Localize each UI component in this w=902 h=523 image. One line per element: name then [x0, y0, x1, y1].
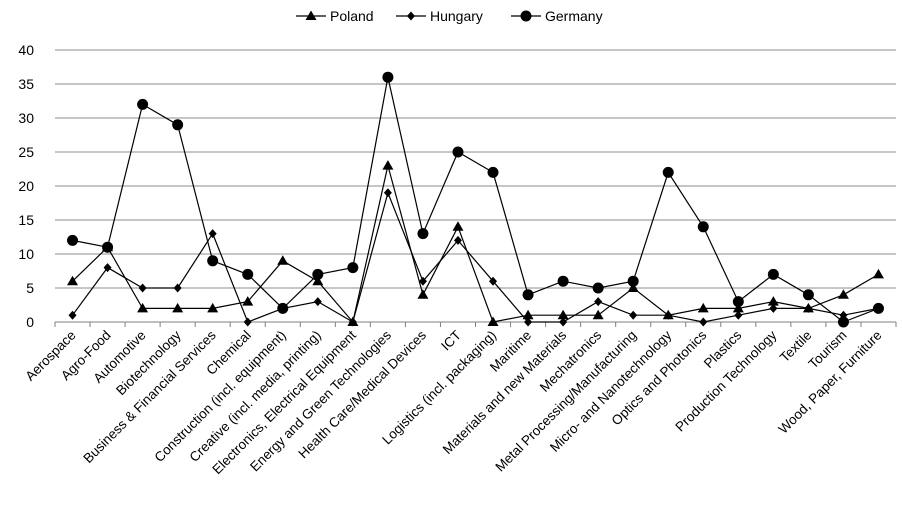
data-point-poland [592, 309, 604, 320]
y-tick-label: 35 [18, 76, 34, 92]
series-line-hungary [72, 190, 879, 323]
data-point-germany [487, 166, 499, 178]
data-point-germany [347, 262, 359, 274]
data-point-germany [697, 221, 709, 233]
x-axis: AerospaceAgro-FoodAutomotiveBiotechnolog… [22, 321, 897, 477]
legend-marker-germany [520, 10, 532, 22]
series-line-germany [72, 77, 879, 323]
y-tick-label: 40 [18, 42, 34, 58]
data-point-poland [522, 309, 534, 320]
data-point-poland [732, 302, 744, 313]
data-point-germany [767, 268, 779, 280]
data-point-hungary [103, 263, 112, 273]
data-point-hungary [594, 297, 603, 307]
data-point-poland [767, 296, 779, 306]
data-point-germany [277, 302, 289, 314]
data-point-poland [697, 302, 709, 313]
data-point-germany [207, 255, 219, 267]
data-point-germany [627, 275, 639, 287]
data-point-poland [207, 302, 219, 313]
data-point-hungary [559, 317, 568, 327]
data-point-germany [417, 228, 429, 240]
series-line-poland [72, 165, 879, 324]
data-point-germany [137, 98, 149, 110]
data-point-hungary [734, 310, 743, 320]
series-hungary [68, 188, 883, 327]
data-point-poland [67, 275, 79, 286]
data-point-poland [172, 302, 184, 313]
legend: Poland Hungary Germany [296, 8, 603, 24]
series-germany [67, 71, 884, 328]
data-point-poland [872, 268, 884, 279]
data-point-germany [382, 71, 394, 83]
y-tick-label: 15 [18, 212, 34, 228]
data-point-hungary [348, 317, 357, 327]
legend-marker-hungary [407, 11, 415, 21]
data-point-germany [522, 289, 534, 301]
series-poland [67, 160, 884, 326]
data-point-hungary [699, 317, 708, 327]
y-tick-label: 20 [18, 178, 34, 194]
data-point-germany [242, 268, 254, 280]
y-axis: 0 5 10 15 20 25 30 35 40 [18, 42, 34, 330]
data-point-poland [242, 296, 254, 306]
y-tick-label: 10 [18, 246, 34, 262]
data-point-hungary [524, 317, 533, 327]
data-point-germany [557, 275, 569, 287]
data-point-hungary [243, 317, 252, 327]
y-tick-label: 0 [26, 314, 34, 330]
data-point-germany [452, 146, 464, 158]
data-point-germany [172, 119, 184, 131]
data-point-hungary [173, 283, 182, 293]
data-point-germany [102, 241, 114, 253]
y-tick-label: 5 [26, 280, 34, 296]
data-point-hungary [208, 229, 217, 239]
data-point-germany [592, 282, 604, 294]
data-point-hungary [138, 283, 147, 293]
data-point-hungary [664, 310, 673, 320]
data-point-poland [382, 160, 394, 170]
data-point-poland [837, 289, 849, 299]
x-tick-label: ICT [438, 328, 464, 354]
data-point-poland [487, 316, 499, 326]
data-point-hungary [68, 310, 77, 320]
data-point-poland [557, 309, 569, 320]
legend-label-germany: Germany [545, 8, 603, 24]
data-point-hungary [489, 276, 498, 286]
data-point-hungary [804, 303, 813, 313]
data-point-hungary [769, 303, 778, 313]
data-point-poland [137, 302, 149, 313]
data-point-hungary [453, 235, 462, 245]
legend-label-hungary: Hungary [430, 8, 483, 24]
data-point-germany [732, 296, 744, 308]
data-point-poland [277, 255, 289, 265]
y-tick-label: 25 [18, 144, 34, 160]
data-point-germany [67, 234, 79, 246]
data-point-poland [417, 289, 429, 299]
data-point-hungary [629, 310, 638, 320]
data-point-hungary [418, 276, 427, 286]
data-point-hungary [383, 188, 392, 198]
data-point-poland [452, 221, 464, 231]
x-tick-label: Logistics (incl. packaging) [379, 328, 499, 448]
data-point-germany [872, 302, 884, 314]
data-point-germany [802, 289, 814, 301]
series-group [67, 71, 884, 328]
data-point-germany [312, 268, 324, 280]
gridlines [55, 49, 896, 323]
data-point-germany [837, 316, 849, 328]
data-point-hungary [313, 297, 322, 307]
data-point-poland [627, 282, 639, 292]
legend-label-poland: Poland [330, 8, 374, 24]
legend-marker-poland [305, 10, 317, 20]
data-point-poland [312, 275, 324, 286]
y-tick-label: 30 [18, 110, 34, 126]
data-point-germany [662, 166, 674, 178]
